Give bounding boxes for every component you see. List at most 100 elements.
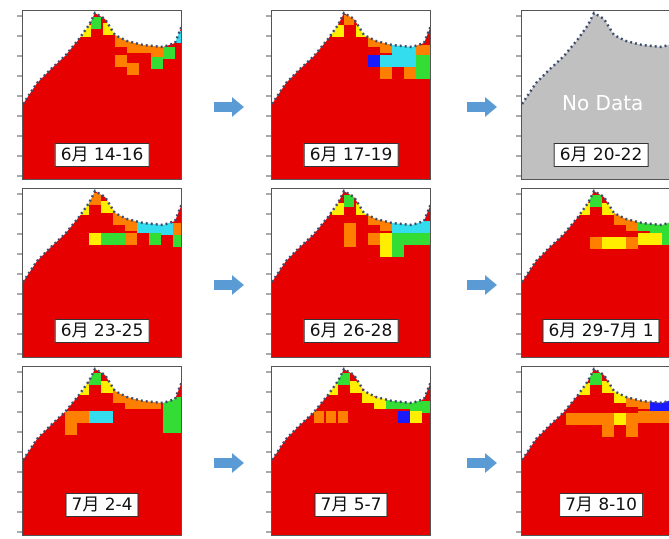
grid-cell [91, 17, 101, 29]
grid-cell [662, 411, 669, 423]
grid-cell [368, 233, 380, 245]
grid-cell [125, 233, 137, 245]
grid-cell [350, 381, 362, 393]
map-canvas [272, 189, 430, 283]
grid-cell [65, 423, 77, 435]
grid-cell [638, 233, 650, 245]
grid-cell [380, 245, 392, 257]
axis-ticks [266, 371, 271, 533]
grid-cell [602, 237, 614, 249]
axis-ticks [516, 15, 521, 177]
sea-area [23, 11, 181, 104]
grid-cell [113, 233, 125, 245]
grid-cell [173, 223, 181, 235]
panel-date-label: 6月 14-16 [54, 143, 150, 167]
grid-cell [344, 15, 354, 25]
map-canvas [272, 11, 430, 105]
sea-area [522, 367, 669, 460]
grid-cell [392, 233, 404, 245]
map-panel: 6月 17-19 [271, 10, 431, 180]
grid-cell [638, 411, 650, 423]
grid-cell [650, 411, 662, 423]
grid-cell [614, 413, 626, 425]
axis-ticks [17, 15, 22, 177]
grid-cell [161, 223, 173, 235]
grid-cell [380, 233, 392, 245]
panel-date-label: 6月 26-28 [303, 319, 399, 343]
grid-cell [404, 233, 416, 245]
grid-cell [416, 221, 430, 233]
grid-cell [422, 401, 430, 413]
panel-date-label: 6月 23-25 [54, 319, 150, 343]
grid-cell [125, 397, 137, 409]
grid-cell [338, 411, 348, 423]
grid-cell [89, 233, 101, 245]
grid-cell [89, 373, 101, 385]
axis-ticks [17, 371, 22, 533]
sea-area [522, 11, 669, 104]
grid-cell [326, 411, 336, 423]
grid-cell [404, 67, 416, 79]
grid-cell [392, 55, 404, 67]
map-panel: 7月 8-10 [521, 366, 669, 536]
grid-cell [416, 45, 430, 57]
right-arrow-icon [214, 275, 244, 295]
grid-cell [590, 195, 602, 207]
panel-date-label: 6月 29-7月 1 [542, 319, 660, 343]
grid-cell [374, 397, 386, 409]
axis-ticks [17, 193, 22, 355]
sea-area [23, 367, 181, 460]
grid-cell [626, 413, 638, 425]
grid-cell [77, 411, 89, 423]
map-panel: 6月 14-16 [22, 10, 182, 180]
grid-cell [602, 425, 614, 437]
grid-cell [614, 237, 626, 249]
grid-cell [125, 219, 137, 231]
grid-cell [410, 411, 422, 423]
panel-date-label: 7月 5-7 [314, 493, 388, 517]
grid-cell [151, 57, 163, 69]
right-arrow-icon [214, 97, 244, 117]
map-panel: No Data 6月 20-22 [521, 10, 669, 180]
grid-cell [65, 411, 77, 423]
right-arrow-icon [214, 453, 244, 473]
map-canvas [522, 367, 669, 461]
grid-cell [590, 413, 602, 425]
grid-cell [416, 55, 430, 67]
right-arrow-icon [467, 275, 497, 295]
right-arrow-icon [467, 453, 497, 473]
right-arrow-icon [467, 97, 497, 117]
panel-date-label: 7月 8-10 [559, 493, 643, 517]
grid-cell [344, 195, 354, 207]
sea-area [272, 367, 430, 460]
grid-cell [380, 55, 392, 67]
map-canvas [522, 189, 669, 283]
sea-area [522, 189, 669, 282]
panel-date-label: 6月 17-19 [303, 143, 399, 167]
panel-date-label: 6月 20-22 [553, 143, 649, 167]
grid-cell [392, 245, 404, 257]
grid-cell [626, 425, 638, 437]
axis-ticks [266, 15, 271, 177]
sea-area [272, 11, 430, 104]
grid-cell [650, 233, 662, 245]
grid-cell [149, 233, 161, 245]
map-canvas [272, 367, 430, 461]
grid-cell [163, 47, 175, 59]
axis-ticks [266, 193, 271, 355]
grid-cell [173, 235, 181, 247]
grid-cell [344, 235, 356, 247]
grid-cell [368, 55, 380, 67]
grid-cell [416, 233, 430, 245]
axis-ticks [516, 371, 521, 533]
grid-cell [338, 373, 350, 385]
map-canvas [23, 11, 181, 105]
grid-cell [380, 67, 392, 79]
grid-cell [115, 55, 127, 67]
map-canvas [23, 189, 181, 283]
sea-area [23, 189, 181, 282]
axis-ticks [516, 193, 521, 355]
grid-cell [127, 63, 139, 75]
grid-cell [344, 223, 356, 235]
grid-cell [101, 381, 113, 393]
